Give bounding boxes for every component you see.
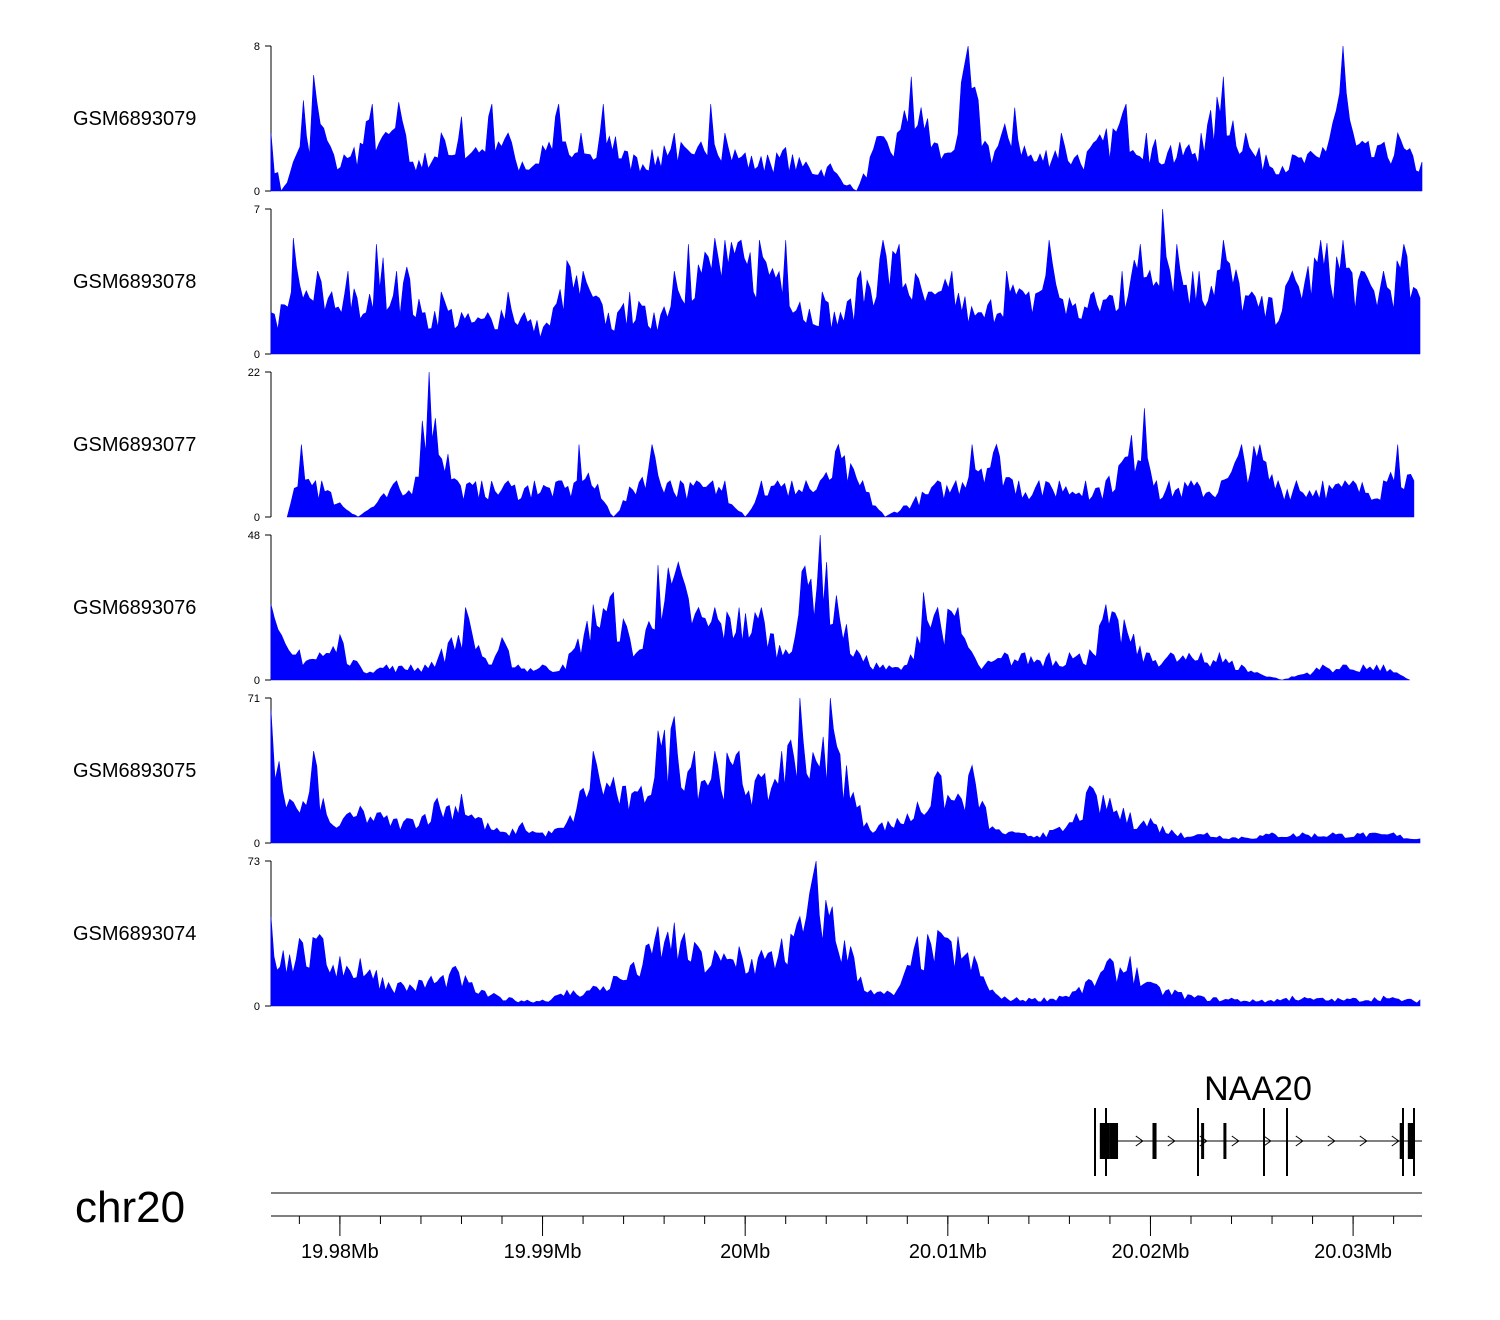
gene-name-label: NAA20 xyxy=(1204,1070,1312,1108)
coverage-area xyxy=(286,371,1415,518)
y-min-label: 0 xyxy=(254,1001,260,1013)
coverage-area xyxy=(270,860,1421,1007)
y-max-label: 48 xyxy=(248,530,260,542)
track-label: GSM6893077 xyxy=(73,434,196,456)
strand-chevron xyxy=(1391,1135,1400,1147)
y-max-label: 7 xyxy=(254,204,260,216)
strand-chevron xyxy=(1167,1135,1176,1147)
track-label: GSM6893074 xyxy=(73,923,196,945)
y-min-label: 0 xyxy=(254,512,260,524)
exon-block xyxy=(1099,1123,1110,1159)
track-GSM6893077: GSM6893077 22 0 xyxy=(73,367,1415,524)
exon-block xyxy=(1109,1123,1119,1159)
track-GSM6893074: GSM6893074 73 0 xyxy=(73,856,1421,1013)
x-tick-label: 19.98Mb xyxy=(301,1241,379,1263)
strand-chevron xyxy=(1295,1135,1304,1147)
coverage-area xyxy=(270,208,1421,355)
y-max-label: 8 xyxy=(254,41,260,53)
chromosome-axis: chr20 19.98Mb 19.99Mb 20Mb 20.01Mb 20.02Mb 20… xyxy=(75,1183,1422,1263)
exon-block xyxy=(1399,1123,1403,1159)
x-tick-label: 20Mb xyxy=(720,1241,770,1263)
coverage-area xyxy=(270,697,1421,844)
y-max-label: 71 xyxy=(248,693,260,705)
exon-block xyxy=(1407,1123,1414,1159)
track-GSM6893078: GSM6893078 7 0 xyxy=(73,204,1421,361)
track-label: GSM6893076 xyxy=(73,597,196,619)
y-min-label: 0 xyxy=(254,349,260,361)
track-GSM6893075: GSM6893075 71 0 xyxy=(73,693,1421,850)
coverage-area xyxy=(270,45,1423,192)
coverage-tracks: GSM689307980GSM689307870GSM6893077220GSM… xyxy=(73,41,1423,1013)
strand-chevron xyxy=(1135,1135,1144,1147)
strand-chevron xyxy=(1263,1135,1272,1147)
exon-block xyxy=(1201,1123,1205,1159)
x-tick-label: 20.03Mb xyxy=(1314,1241,1392,1263)
exon-block xyxy=(1152,1123,1157,1159)
y-max-label: 73 xyxy=(248,856,260,868)
x-tick-label: 19.99Mb xyxy=(504,1241,582,1263)
y-min-label: 0 xyxy=(254,838,260,850)
strand-chevron xyxy=(1359,1135,1368,1147)
y-min-label: 0 xyxy=(254,186,260,198)
track-label: GSM6893075 xyxy=(73,760,196,782)
x-tick-label: 20.01Mb xyxy=(909,1241,987,1263)
strand-chevron xyxy=(1327,1135,1336,1147)
track-GSM6893076: GSM6893076 48 0 xyxy=(73,530,1410,687)
x-tick-label: 20.02Mb xyxy=(1112,1241,1190,1263)
gene-annotation-track: NAA20 xyxy=(1094,1070,1422,1176)
chromosome-label: chr20 xyxy=(75,1183,185,1232)
strand-chevron xyxy=(1231,1135,1240,1147)
exon-block xyxy=(1223,1123,1227,1159)
y-min-label: 0 xyxy=(254,675,260,687)
track-label: GSM6893079 xyxy=(73,108,196,130)
track-label: GSM6893078 xyxy=(73,271,196,293)
y-max-label: 22 xyxy=(248,367,260,379)
coverage-area xyxy=(270,534,1410,681)
track-GSM6893079: GSM6893079 8 0 xyxy=(73,41,1423,198)
